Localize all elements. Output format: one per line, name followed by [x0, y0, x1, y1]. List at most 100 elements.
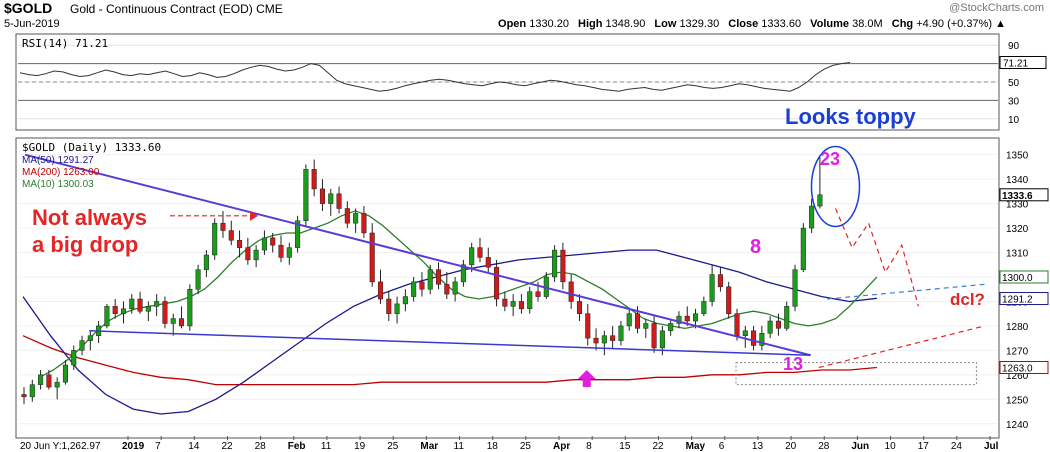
candle-body [79, 340, 85, 351]
open-label: Open [498, 18, 527, 30]
candle [444, 272, 450, 300]
candle-body [394, 303, 400, 314]
candle [477, 237, 483, 263]
count-8-label: 8 [750, 236, 761, 258]
low-value: 1329.30 [679, 18, 720, 30]
candle [817, 157, 823, 209]
candle-body [21, 394, 27, 398]
trendline-upper [24, 153, 811, 357]
candle [469, 242, 475, 273]
candle-body [726, 286, 732, 314]
rsi-tick-label: 50 [1008, 78, 1020, 89]
note-dcl: dcl? [950, 290, 985, 309]
price-tag-box [999, 361, 1049, 375]
candle [394, 296, 400, 324]
candle [145, 301, 151, 322]
price-tick-label: 1320 [1006, 224, 1029, 235]
note-looks-toppy: Looks toppy [785, 104, 917, 129]
candle [784, 301, 790, 331]
candle [552, 245, 558, 282]
candle [452, 276, 458, 302]
candle [643, 318, 649, 339]
candle-body [369, 232, 375, 283]
candle [270, 232, 276, 253]
candle-body [129, 298, 135, 310]
candle [54, 377, 60, 400]
candle-body [237, 240, 243, 248]
x-tick-label: 8 [586, 441, 592, 452]
x-tick-label: 2019 [122, 441, 145, 452]
x-first-label: 20 Jun Y:1,262.97 [20, 441, 101, 452]
candle-body [460, 264, 466, 283]
candle [759, 325, 765, 351]
candle [618, 321, 624, 346]
candle-body [427, 269, 433, 290]
x-tick-label: 15 [619, 441, 631, 452]
x-tick-label: 18 [487, 441, 499, 452]
x-tick-label: Jul [984, 441, 999, 452]
candle [701, 296, 707, 317]
candle [137, 291, 143, 314]
ma200-legend: MA(200) 1263.00 [22, 167, 100, 178]
candle-body [494, 266, 500, 300]
price-tick-label: 1340 [1006, 175, 1029, 186]
candle-body [212, 222, 218, 256]
candle [71, 345, 77, 370]
candle-body [62, 364, 68, 383]
candle-body [734, 313, 740, 336]
candle-body [784, 306, 790, 329]
candle-body [419, 281, 425, 290]
candle [129, 294, 135, 314]
close-label: Close [728, 18, 759, 30]
candle-body [809, 205, 815, 229]
candle [29, 379, 35, 402]
ma50-legend: MA(50) 1291.27 [22, 155, 94, 166]
close-value: 1333.60 [761, 18, 802, 30]
candle-body [220, 222, 226, 231]
candle [419, 272, 425, 297]
candle-body [137, 298, 143, 312]
candle-body [154, 301, 160, 307]
candle-body [817, 194, 823, 207]
candle-body [452, 281, 458, 295]
candle-body [800, 227, 806, 270]
candle [709, 264, 715, 307]
candle-body [303, 169, 309, 221]
candle-body [278, 244, 284, 258]
candle [610, 325, 616, 348]
candle-body [228, 230, 234, 241]
toppy-circle [810, 145, 861, 228]
candle-layer [21, 157, 823, 405]
candle [361, 206, 367, 238]
candle [203, 250, 209, 277]
candle-body [187, 288, 193, 327]
x-tick-label: Jun [851, 441, 869, 452]
note-arrow-head-icon [250, 210, 258, 221]
candle [162, 296, 168, 329]
quote-line: Open 1330.20 High 1348.90 Low 1329.30 Cl… [498, 18, 1006, 30]
candle [809, 198, 815, 233]
candle-body [253, 249, 259, 261]
count-13-label: 13 [783, 354, 803, 374]
x-tick-label: 25 [520, 441, 532, 452]
candle [518, 294, 524, 314]
candle-body [170, 318, 176, 324]
candle [775, 313, 781, 336]
candle [311, 159, 317, 197]
note-not-always: Not always [32, 205, 147, 230]
x-tick-label: 14 [188, 441, 200, 452]
rsi-tick-label: 90 [1008, 41, 1020, 52]
candle-body [560, 249, 566, 283]
dcl-projection-path [834, 208, 919, 307]
candle [286, 242, 292, 265]
rsi-tag-label: 71.21 [1003, 58, 1028, 69]
x-tick-label: 13 [752, 441, 764, 452]
candle-body [643, 323, 649, 329]
price-tag-label: 1263.0 [1002, 364, 1033, 375]
ma50-line [22, 249, 877, 415]
candle [154, 294, 160, 317]
candle-body [751, 330, 757, 346]
candle-body [552, 249, 558, 278]
x-tick-label: 22 [652, 441, 664, 452]
candle [402, 289, 408, 312]
